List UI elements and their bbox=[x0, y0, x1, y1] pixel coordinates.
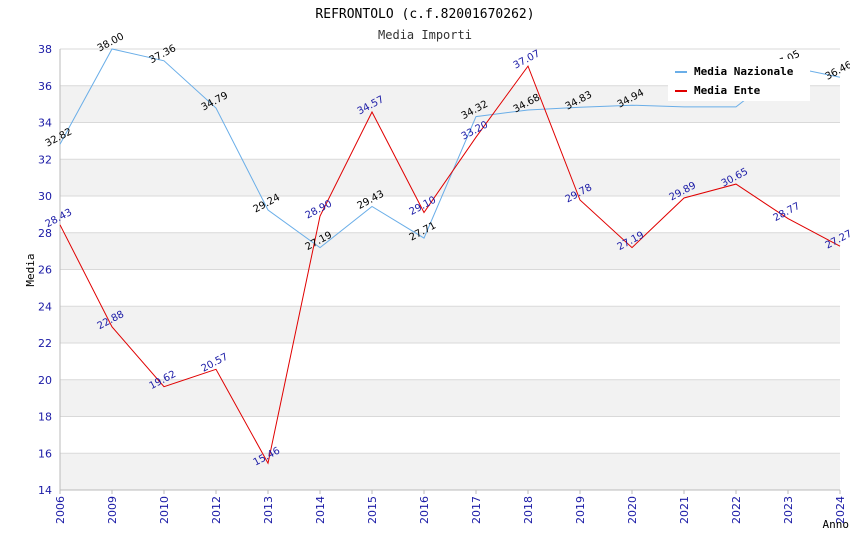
y-tick-label: 32 bbox=[38, 153, 52, 166]
y-axis-label: Media bbox=[24, 253, 37, 286]
y-tick-label: 24 bbox=[38, 300, 52, 313]
x-tick-label: 2022 bbox=[730, 496, 743, 524]
y-tick-label: 18 bbox=[38, 411, 52, 424]
y-tick-label: 20 bbox=[38, 374, 52, 387]
series-lines bbox=[59, 48, 841, 465]
y-tick-label: 16 bbox=[38, 447, 52, 460]
y-tick-labels: 14 16 18 20 22 24 26 28 30 32 34 36 38 bbox=[38, 43, 52, 497]
y-tick-label: 26 bbox=[38, 264, 52, 277]
x-tick-label: 2024 bbox=[834, 496, 847, 524]
x-tick-label: 2014 bbox=[314, 496, 327, 524]
x-tick-label: 2023 bbox=[782, 496, 795, 524]
x-axis-label: Anno bbox=[823, 518, 850, 531]
grid-band bbox=[60, 196, 840, 233]
y-tick-label: 30 bbox=[38, 190, 52, 203]
x-tick-label: 2009 bbox=[106, 496, 119, 524]
x-tick-label: 2010 bbox=[158, 496, 171, 524]
chart-subtitle: Media Importi bbox=[378, 28, 472, 42]
legend-label-media-nazionale: Media Nazionale bbox=[694, 65, 794, 78]
grid-band bbox=[60, 343, 840, 380]
x-tick-label: 2020 bbox=[626, 496, 639, 524]
y-tick-label: 28 bbox=[38, 227, 52, 240]
x-tick-label: 2018 bbox=[522, 496, 535, 524]
series-line-media-nazionale bbox=[59, 48, 841, 249]
y-tick-label: 38 bbox=[38, 43, 52, 56]
y-tick-label: 14 bbox=[38, 484, 52, 497]
x-tick-label: 2015 bbox=[366, 496, 379, 524]
legend-box bbox=[668, 59, 810, 101]
y-tick-label: 22 bbox=[38, 337, 52, 350]
x-tick-label: 2021 bbox=[678, 496, 691, 524]
grid-band bbox=[60, 269, 840, 307]
legend-label-media-ente: Media Ente bbox=[694, 84, 761, 97]
x-tick-label: 2016 bbox=[418, 496, 431, 524]
y-tick-label: 34 bbox=[38, 117, 52, 130]
grid-band bbox=[60, 453, 840, 490]
chart-title: REFRONTOLO (c.f.82001670262) bbox=[315, 7, 534, 22]
grid-bands bbox=[60, 49, 840, 490]
grid-band bbox=[60, 379, 840, 417]
series-line-media-ente bbox=[59, 65, 841, 465]
x-tick-label: 2013 bbox=[262, 496, 275, 524]
grid-band bbox=[60, 122, 840, 160]
x-tick-label: 2012 bbox=[210, 496, 223, 524]
grid-band bbox=[60, 416, 840, 454]
x-tick-label: 2006 bbox=[54, 496, 67, 524]
grid-band bbox=[60, 232, 840, 270]
x-tick-label: 2019 bbox=[574, 496, 587, 524]
x-tick-label: 2017 bbox=[470, 496, 483, 524]
y-tick-label: 36 bbox=[38, 80, 52, 93]
grid-band bbox=[60, 306, 840, 343]
x-tick-labels: 2006 2009 2010 2012 2013 2014 2015 2016 2017 2018… bbox=[54, 490, 847, 524]
legend: Media Nazionale Media Ente bbox=[668, 59, 810, 101]
